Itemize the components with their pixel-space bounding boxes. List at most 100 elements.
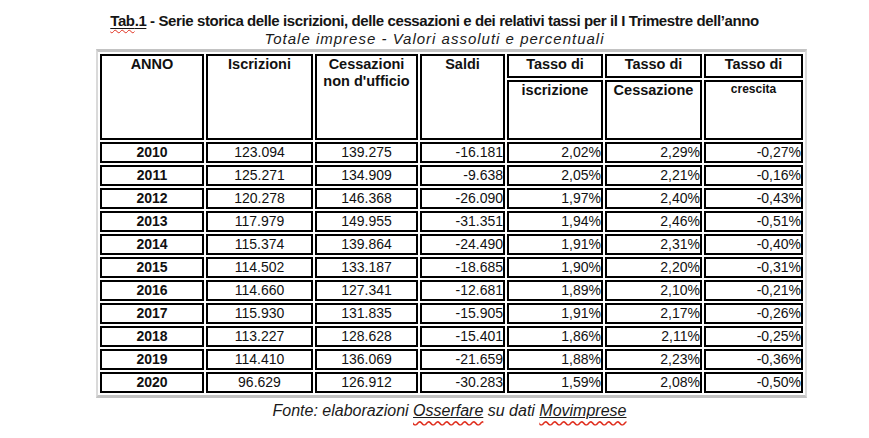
cell-iscrizioni: 114.660: [206, 280, 313, 301]
cell-tasso-cessazione: 2,08%: [605, 372, 702, 393]
cell-year: 2013: [100, 211, 204, 232]
cell-year: 2011: [100, 165, 204, 186]
cell-saldi: -12.681: [420, 280, 505, 301]
cell-iscrizioni: 125.271: [206, 165, 313, 186]
cell-cessazioni: 133.187: [315, 257, 418, 278]
source-note-middle: su dati: [483, 402, 539, 419]
cell-cessazioni: 127.341: [315, 280, 418, 301]
column-header-saldi: Saldi: [420, 54, 505, 140]
table-title-text: - Serie storica delle iscrizioni, delle …: [146, 12, 758, 29]
cell-saldi: -18.685: [420, 257, 505, 278]
cell-saldi: -24.490: [420, 234, 505, 255]
column-header-tasso-di-2: Tasso di: [605, 54, 702, 78]
cell-tasso-cessazione: 2,11%: [605, 326, 702, 347]
cell-year: 2019: [100, 349, 204, 370]
cell-tasso-cessazione: 2,23%: [605, 349, 702, 370]
cell-year: 2014: [100, 234, 204, 255]
cell-year: 2010: [100, 142, 204, 163]
table-number-index: .1: [135, 12, 147, 29]
table-body: 2010 123.094 139.275 -16.181 2,02% 2,29%…: [100, 142, 803, 393]
cell-tasso-crescita: -0,26%: [704, 303, 803, 324]
cell-tasso-iscrizione: 1,94%: [507, 211, 603, 232]
cell-year: 2016: [100, 280, 204, 301]
cell-tasso-iscrizione: 1,88%: [507, 349, 603, 370]
table-number-word: Tab: [110, 12, 134, 29]
table-row-2013: 2013 117.979 149.955 -31.351 1,94% 2,46%…: [100, 211, 803, 232]
cell-iscrizioni: 120.278: [206, 188, 313, 209]
cell-iscrizioni: 113.227: [206, 326, 313, 347]
table-title: Tab.1 - Serie storica delle iscrizioni, …: [0, 12, 869, 29]
document-page: Tab.1 - Serie storica delle iscrizioni, …: [0, 0, 869, 438]
cell-iscrizioni: 114.502: [206, 257, 313, 278]
table-header: ANNO Iscrizioni Cessazioni non d'ufficio…: [100, 54, 803, 140]
table-row-2017: 2017 115.930 131.835 -15.905 1,91% 2,17%…: [100, 303, 803, 324]
source-name-osserfare: Osserfare: [413, 402, 483, 419]
cell-tasso-iscrizione: 1,86%: [507, 326, 603, 347]
cell-tasso-crescita: -0,43%: [704, 188, 803, 209]
cell-tasso-iscrizione: 1,90%: [507, 257, 603, 278]
table-row-2012: 2012 120.278 146.368 -26.090 1,97% 2,40%…: [100, 188, 803, 209]
cell-year: 2012: [100, 188, 204, 209]
cell-saldi: -15.905: [420, 303, 505, 324]
cell-tasso-crescita: -0,51%: [704, 211, 803, 232]
table-row-2019: 2019 114.410 136.069 -21.659 1,88% 2,23%…: [100, 349, 803, 370]
source-note-prefix: Fonte: elaborazioni: [273, 402, 414, 419]
cell-tasso-iscrizione: 2,05%: [507, 165, 603, 186]
column-header-cessazioni-line2: non d'ufficio: [317, 73, 416, 90]
cell-tasso-cessazione: 2,10%: [605, 280, 702, 301]
source-note: Fonte: elaborazioni Osserfare su dati Mo…: [96, 402, 803, 420]
cell-cessazioni: 149.955: [315, 211, 418, 232]
cell-tasso-iscrizione: 2,02%: [507, 142, 603, 163]
cell-year: 2020: [100, 372, 204, 393]
cell-tasso-crescita: -0,40%: [704, 234, 803, 255]
cell-saldi: -21.659: [420, 349, 505, 370]
cell-cessazioni: 128.628: [315, 326, 418, 347]
table-row-2016: 2016 114.660 127.341 -12.681 1,89% 2,10%…: [100, 280, 803, 301]
source-name-movimprese: Movimprese: [539, 402, 626, 419]
column-subheader-crescita: crescita: [704, 80, 803, 140]
cell-tasso-cessazione: 2,17%: [605, 303, 702, 324]
table-row-2015: 2015 114.502 133.187 -18.685 1,90% 2,20%…: [100, 257, 803, 278]
cell-cessazioni: 131.835: [315, 303, 418, 324]
cell-iscrizioni: 123.094: [206, 142, 313, 163]
cell-cessazioni: 139.864: [315, 234, 418, 255]
cell-saldi: -9.638: [420, 165, 505, 186]
cell-tasso-crescita: -0,16%: [704, 165, 803, 186]
table-row-2018: 2018 113.227 128.628 -15.401 1,86% 2,11%…: [100, 326, 803, 347]
column-header-tasso-di-3: Tasso di: [704, 54, 803, 78]
table-subtitle: Totale imprese - Valori assoluti e perce…: [0, 30, 869, 47]
cell-tasso-cessazione: 2,29%: [605, 142, 702, 163]
cell-cessazioni: 146.368: [315, 188, 418, 209]
source-name-osserfare-text: Osserfare: [413, 402, 483, 419]
cell-tasso-cessazione: 2,46%: [605, 211, 702, 232]
cell-tasso-crescita: -0,27%: [704, 142, 803, 163]
cell-iscrizioni: 96.629: [206, 372, 313, 393]
source-name-movimprese-text: Movimprese: [539, 402, 626, 419]
cell-tasso-crescita: -0,21%: [704, 280, 803, 301]
cell-iscrizioni: 114.410: [206, 349, 313, 370]
cell-tasso-iscrizione: 1,97%: [507, 188, 603, 209]
table-row-2011: 2011 125.271 134.909 -9.638 2,05% 2,21% …: [100, 165, 803, 186]
data-table-frame: ANNO Iscrizioni Cessazioni non d'ufficio…: [96, 49, 807, 398]
cell-tasso-crescita: -0,36%: [704, 349, 803, 370]
cell-tasso-cessazione: 2,40%: [605, 188, 702, 209]
cell-cessazioni: 134.909: [315, 165, 418, 186]
cell-tasso-crescita: -0,50%: [704, 372, 803, 393]
cell-tasso-cessazione: 2,31%: [605, 234, 702, 255]
column-header-cessazioni: Cessazioni non d'ufficio: [315, 54, 418, 140]
cell-year: 2018: [100, 326, 204, 347]
table-row-2014: 2014 115.374 139.864 -24.490 1,91% 2,31%…: [100, 234, 803, 255]
header-row-top: ANNO Iscrizioni Cessazioni non d'ufficio…: [100, 54, 803, 78]
cell-tasso-cessazione: 2,21%: [605, 165, 702, 186]
table-number: Tab.1: [110, 12, 146, 29]
column-subheader-iscrizione: iscrizione: [507, 80, 603, 140]
cell-tasso-cessazione: 2,20%: [605, 257, 702, 278]
cell-cessazioni: 136.069: [315, 349, 418, 370]
column-header-tasso-di-1: Tasso di: [507, 54, 603, 78]
cell-tasso-iscrizione: 1,91%: [507, 234, 603, 255]
column-header-cessazioni-line1: Cessazioni: [317, 56, 416, 73]
cell-iscrizioni: 115.930: [206, 303, 313, 324]
cell-tasso-crescita: -0,31%: [704, 257, 803, 278]
column-header-iscrizioni: Iscrizioni: [206, 54, 313, 140]
cell-iscrizioni: 117.979: [206, 211, 313, 232]
